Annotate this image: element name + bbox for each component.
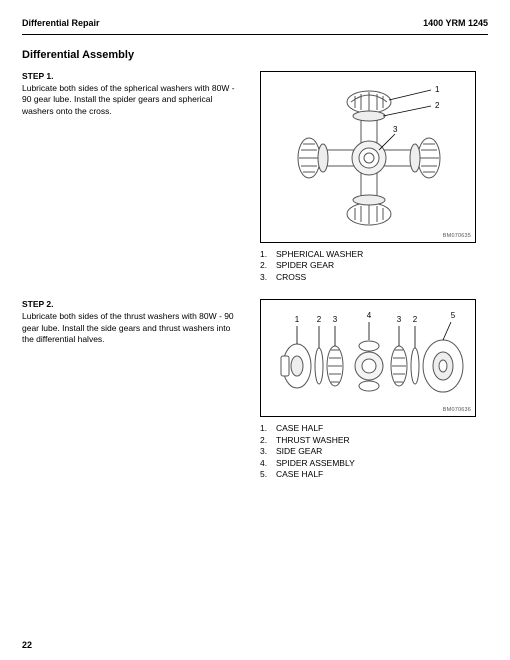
fig2-callout-2: 2 xyxy=(317,315,322,324)
section-title: Differential Assembly xyxy=(22,49,488,61)
legend-text: SIDE GEAR xyxy=(276,446,322,457)
legend-text: SPHERICAL WASHER xyxy=(276,249,363,260)
fig2-callout-3b: 3 xyxy=(397,315,402,324)
header-right: 1400 YRM 1245 xyxy=(423,18,488,28)
legend-num: 3. xyxy=(260,272,276,283)
legend-text: CROSS xyxy=(276,272,306,283)
legend-num: 3. xyxy=(260,446,276,457)
fig1-callout-2: 2 xyxy=(435,101,440,110)
figure-2-code: BM070636 xyxy=(443,407,471,413)
page-header: Differential Repair 1400 YRM 1245 xyxy=(22,18,488,28)
figure-1-legend: 1.SPHERICAL WASHER 2.SPIDER GEAR 3.CROSS xyxy=(260,249,488,283)
page-number: 22 xyxy=(22,640,32,650)
legend-text: CASE HALF xyxy=(276,423,323,434)
legend-text: THRUST WASHER xyxy=(276,435,350,446)
legend-num: 1. xyxy=(260,423,276,434)
step1-label: STEP 1. xyxy=(22,71,250,81)
fig1-callout-3: 3 xyxy=(393,125,398,134)
figure-2: 1 2 3 4 3 2 5 BM070636 xyxy=(260,299,476,417)
step2-text: Lubricate both sides of the thrust washe… xyxy=(22,311,240,345)
legend-num: 2. xyxy=(260,260,276,271)
fig2-callout-2b: 2 xyxy=(413,315,418,324)
header-rule xyxy=(22,34,488,35)
step2-label: STEP 2. xyxy=(22,299,250,309)
legend-num: 1. xyxy=(260,249,276,260)
step2-block: STEP 2. Lubricate both sides of the thru… xyxy=(22,299,488,480)
figure-2-legend: 1.CASE HALF 2.THRUST WASHER 3.SIDE GEAR … xyxy=(260,423,488,480)
fig1-callout-1: 1 xyxy=(435,85,440,94)
legend-num: 5. xyxy=(260,469,276,480)
figure-1: 1 2 3 BM070635 xyxy=(260,71,476,243)
fig2-callout-3a: 3 xyxy=(333,315,338,324)
legend-text: SPIDER GEAR xyxy=(276,260,334,271)
step1-text: Lubricate both sides of the spherical wa… xyxy=(22,83,240,117)
step1-block: STEP 1. Lubricate both sides of the sphe… xyxy=(22,71,488,283)
legend-text: CASE HALF xyxy=(276,469,323,480)
fig2-callout-5: 5 xyxy=(451,311,456,320)
legend-num: 2. xyxy=(260,435,276,446)
header-left: Differential Repair xyxy=(22,18,100,28)
fig2-callout-1: 1 xyxy=(295,315,300,324)
legend-text: SPIDER ASSEMBLY xyxy=(276,458,355,469)
figure-1-code: BM070635 xyxy=(443,233,471,239)
legend-num: 4. xyxy=(260,458,276,469)
fig2-callout-4: 4 xyxy=(367,311,372,320)
